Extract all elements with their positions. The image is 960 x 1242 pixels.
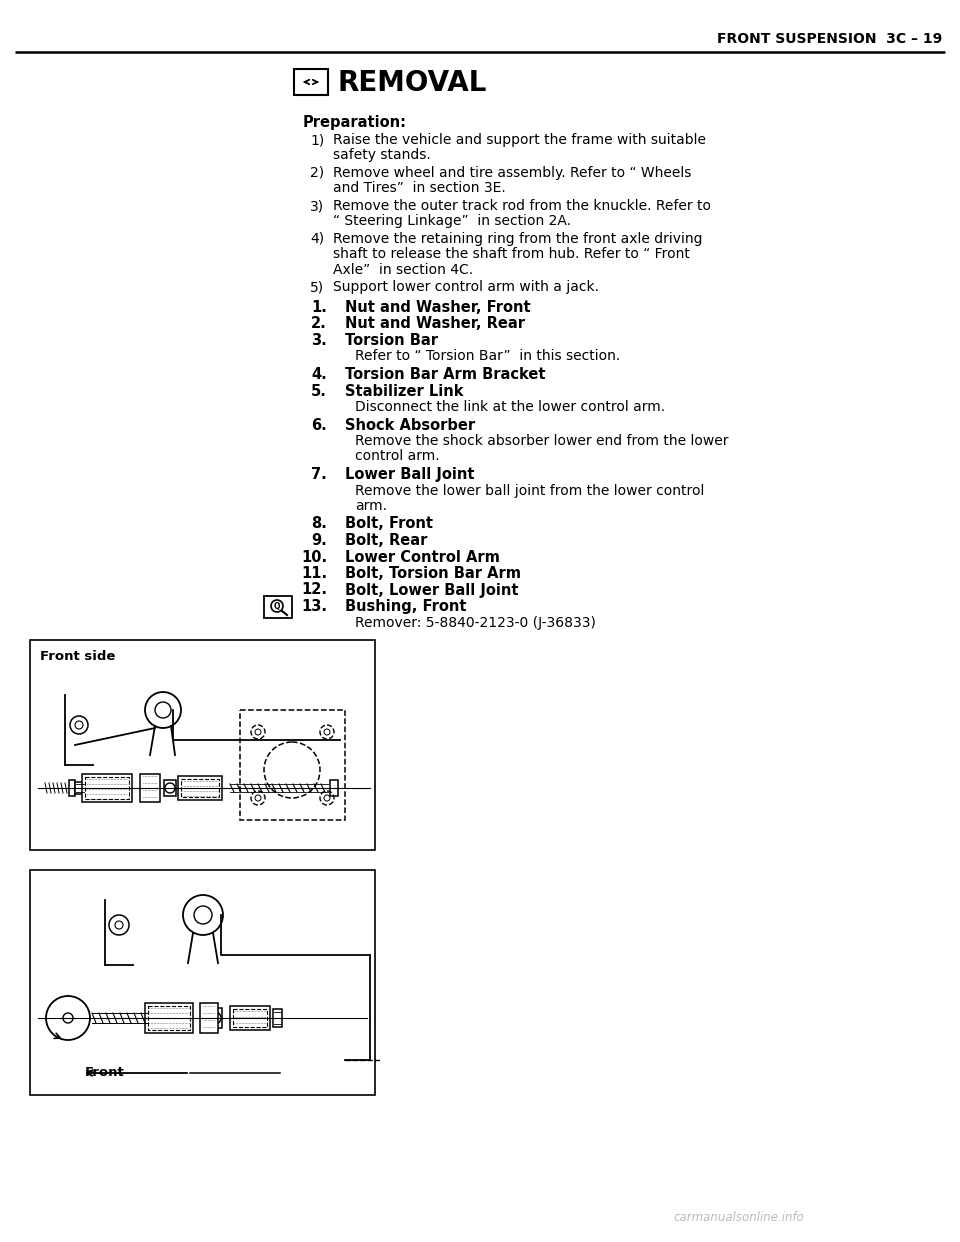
- Text: 3.: 3.: [311, 333, 327, 348]
- Bar: [85, 777, 129, 799]
- Bar: [294, 70, 328, 94]
- Text: 9.: 9.: [311, 533, 327, 548]
- Text: Shock Absorber: Shock Absorber: [345, 417, 475, 432]
- Bar: [178, 776, 222, 800]
- Text: Lower Ball Joint: Lower Ball Joint: [345, 467, 474, 482]
- Bar: [75, 782, 85, 794]
- Text: 2.: 2.: [311, 317, 327, 332]
- Text: 11.: 11.: [300, 566, 327, 581]
- Text: shaft to release the shaft from hub. Refer to “ Front: shaft to release the shaft from hub. Ref…: [333, 247, 690, 262]
- Text: Remove the outer track rod from the knuckle. Refer to: Remove the outer track rod from the knuc…: [333, 199, 711, 212]
- Text: Support lower control arm with a jack.: Support lower control arm with a jack.: [333, 281, 599, 294]
- Bar: [82, 774, 132, 802]
- Bar: [140, 774, 160, 802]
- Text: 13.: 13.: [301, 599, 327, 614]
- Bar: [69, 780, 75, 796]
- Text: safety stands.: safety stands.: [333, 149, 431, 163]
- Text: Front side: Front side: [40, 650, 115, 663]
- Text: 1): 1): [310, 133, 324, 147]
- Text: Front: Front: [85, 1067, 125, 1079]
- Text: and Tires”  in section 3E.: and Tires” in section 3E.: [333, 181, 506, 195]
- Text: Remove the lower ball joint from the lower control: Remove the lower ball joint from the low…: [355, 483, 705, 498]
- Bar: [240, 710, 345, 820]
- Bar: [148, 1006, 190, 1030]
- Text: 7.: 7.: [311, 467, 327, 482]
- Bar: [145, 1004, 193, 1033]
- Text: Raise the vehicle and support the frame with suitable: Raise the vehicle and support the frame …: [333, 133, 706, 147]
- Bar: [30, 869, 375, 1095]
- Bar: [181, 779, 219, 797]
- Text: 2): 2): [310, 166, 324, 180]
- Text: 4): 4): [310, 232, 324, 246]
- Text: carmanualsonline.info: carmanualsonline.info: [674, 1211, 804, 1225]
- Text: Refer to “ Torsion Bar”  in this section.: Refer to “ Torsion Bar” in this section.: [355, 349, 620, 364]
- Text: REMOVAL: REMOVAL: [337, 70, 487, 97]
- Text: Nut and Washer, Rear: Nut and Washer, Rear: [345, 317, 525, 332]
- Text: arm.: arm.: [355, 499, 387, 513]
- Text: control arm.: control arm.: [355, 450, 440, 463]
- Text: 8.: 8.: [311, 517, 327, 532]
- Bar: [164, 780, 176, 796]
- Text: 12.: 12.: [301, 582, 327, 597]
- Text: 1.: 1.: [311, 301, 327, 315]
- Text: Bolt, Lower Ball Joint: Bolt, Lower Ball Joint: [345, 582, 518, 597]
- Text: Remover: 5-8840-2123-0 (J-36833): Remover: 5-8840-2123-0 (J-36833): [355, 616, 596, 630]
- Text: Remove the shock absorber lower end from the lower: Remove the shock absorber lower end from…: [355, 433, 729, 448]
- Bar: [230, 1006, 270, 1030]
- Text: Preparation:: Preparation:: [303, 116, 407, 130]
- Text: Remove wheel and tire assembly. Refer to “ Wheels: Remove wheel and tire assembly. Refer to…: [333, 166, 691, 180]
- Bar: [208, 1009, 222, 1028]
- Text: Axle”  in section 4C.: Axle” in section 4C.: [333, 263, 473, 277]
- Text: “ Steering Linkage”  in section 2A.: “ Steering Linkage” in section 2A.: [333, 215, 571, 229]
- Text: Torsion Bar Arm Bracket: Torsion Bar Arm Bracket: [345, 366, 545, 383]
- Text: 4.: 4.: [311, 366, 327, 383]
- Text: Disconnect the link at the lower control arm.: Disconnect the link at the lower control…: [355, 400, 665, 414]
- Text: Bolt, Front: Bolt, Front: [345, 517, 433, 532]
- Text: 6.: 6.: [311, 417, 327, 432]
- Bar: [30, 640, 375, 850]
- Text: Bolt, Rear: Bolt, Rear: [345, 533, 427, 548]
- Bar: [264, 596, 292, 619]
- Bar: [330, 780, 338, 796]
- Text: Remove the retaining ring from the front axle driving: Remove the retaining ring from the front…: [333, 232, 703, 246]
- Text: Q: Q: [274, 601, 280, 611]
- Text: Torsion Bar: Torsion Bar: [345, 333, 438, 348]
- Bar: [233, 1009, 267, 1027]
- Bar: [200, 1004, 218, 1033]
- Text: Lower Control Arm: Lower Control Arm: [345, 549, 500, 565]
- Text: Bushing, Front: Bushing, Front: [345, 599, 467, 614]
- Text: 3): 3): [310, 199, 324, 212]
- Text: Bolt, Torsion Bar Arm: Bolt, Torsion Bar Arm: [345, 566, 521, 581]
- Bar: [273, 1009, 282, 1027]
- Text: 5): 5): [310, 281, 324, 294]
- Text: Nut and Washer, Front: Nut and Washer, Front: [345, 301, 531, 315]
- Text: FRONT SUSPENSION  3C – 19: FRONT SUSPENSION 3C – 19: [717, 32, 942, 46]
- Text: Stabilizer Link: Stabilizer Link: [345, 384, 464, 399]
- Text: 10.: 10.: [300, 549, 327, 565]
- Text: 5.: 5.: [311, 384, 327, 399]
